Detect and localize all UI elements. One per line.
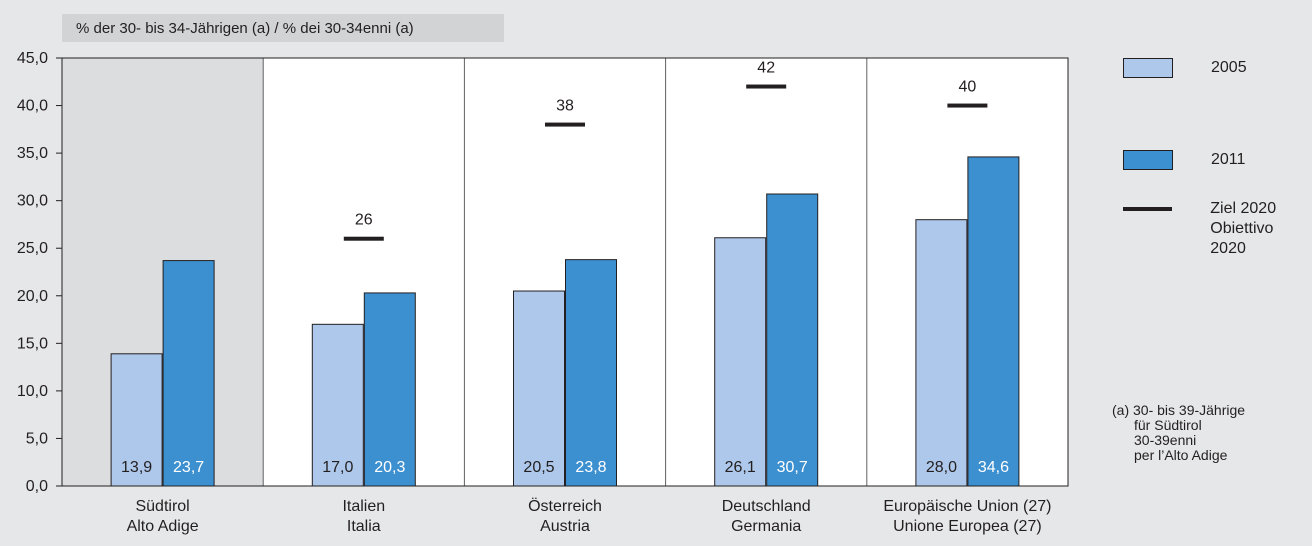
bar-value-label: 20,5 — [523, 459, 554, 476]
target-marker — [545, 122, 585, 127]
legend-item-2005: 2005 — [1123, 58, 1247, 78]
bar-2005 — [915, 219, 968, 487]
bar-2005 — [110, 353, 163, 487]
footnote-line: (a) 30- bis 39-Jährige — [1112, 402, 1246, 418]
bar-value-label: 30,7 — [777, 459, 808, 476]
y-tick-label: 0,0 — [26, 478, 48, 495]
y-tick-label: 15,0 — [17, 335, 48, 352]
y-tick-label: 45,0 — [17, 50, 48, 67]
legend-label-target: Ziel 2020 Obiettivo 2020 — [1210, 199, 1312, 259]
bar-value-label: 28,0 — [926, 459, 957, 476]
footnote-line: 30-39enni — [1134, 432, 1197, 448]
bar-2011 — [766, 193, 819, 487]
x-tick-label: Alto Adige — [127, 518, 199, 535]
bar-value-label: 13,9 — [121, 459, 152, 476]
x-tick-label: Italia — [347, 518, 381, 535]
bar-2011 — [565, 259, 617, 487]
target-value-label: 38 — [556, 98, 574, 115]
bar-value-label: 17,0 — [322, 459, 353, 476]
y-tick-label: 30,0 — [17, 193, 48, 210]
legend-swatch-2005 — [1123, 58, 1173, 78]
bar-2005 — [311, 323, 364, 487]
legend-label-2005: 2005 — [1211, 59, 1247, 76]
x-tick-label: Deutschland — [722, 498, 811, 515]
x-tick-label: Südtirol — [135, 498, 189, 515]
target-marker — [746, 84, 787, 89]
bar-2011 — [967, 156, 1020, 487]
y-tick-label: 40,0 — [17, 98, 48, 115]
target-value-label: 40 — [959, 79, 977, 96]
x-tick-label: Germania — [731, 518, 801, 535]
bar-value-label: 23,8 — [575, 459, 606, 476]
bar-value-label: 34,6 — [978, 459, 1009, 476]
legend-swatch-2011 — [1123, 150, 1173, 170]
target-marker — [343, 236, 384, 241]
legend-item-target: Ziel 2020 Obiettivo 2020 — [1123, 199, 1312, 259]
target-marker — [947, 103, 988, 108]
bar-2005 — [513, 290, 565, 487]
legend-label-2011: 2011 — [1211, 151, 1246, 168]
target-value-label: 26 — [355, 212, 373, 229]
footnote-line: per l’Alto Adige — [1134, 447, 1228, 463]
bar-2011 — [162, 260, 215, 487]
legend-line-target — [1123, 207, 1173, 211]
footnote-line: für Südtirol — [1134, 417, 1202, 433]
x-tick-label: Italien — [342, 498, 385, 515]
x-tick-label: Austria — [540, 518, 590, 535]
legend-item-2011: 2011 — [1123, 150, 1245, 170]
legend-label-target-de: Ziel 2020 — [1210, 200, 1277, 217]
x-tick-label: Europäische Union (27) — [883, 498, 1051, 515]
y-tick-label: 35,0 — [17, 145, 48, 162]
y-tick-label: 10,0 — [17, 383, 48, 400]
target-value-label: 42 — [757, 60, 775, 77]
bar-2005 — [714, 237, 767, 487]
bar-value-label: 23,7 — [173, 459, 204, 476]
footnote: (a) 30- bis 39-Jährige für Südtirol 30-3… — [1112, 403, 1245, 463]
bar-value-label: 20,3 — [374, 459, 405, 476]
y-tick-label: 20,0 — [17, 288, 48, 305]
y-tick-label: 25,0 — [17, 240, 48, 257]
y-axis-label: % der 30- bis 34-Jährigen (a) / % dei 30… — [62, 14, 504, 42]
y-tick-label: 5,0 — [26, 430, 48, 447]
bar-value-label: 26,1 — [725, 459, 756, 476]
x-tick-label: Unione Europea (27) — [893, 518, 1042, 535]
bar-2011 — [363, 292, 416, 487]
x-tick-label: Österreich — [528, 497, 602, 515]
legend-label-target-it: Obiettivo 2020 — [1210, 220, 1274, 257]
